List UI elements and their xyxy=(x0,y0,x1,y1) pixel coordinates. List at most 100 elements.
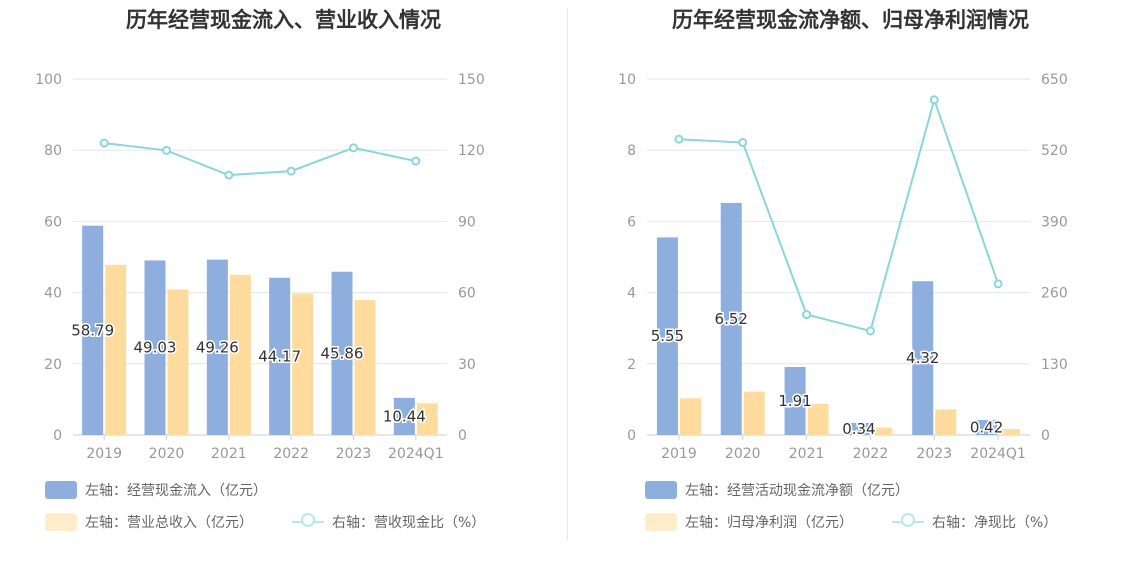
bar xyxy=(999,428,1021,435)
legend-swatch xyxy=(45,513,77,531)
x-tick-label: 2023 xyxy=(336,446,372,462)
legend-label: 右轴：营收现金比（%） xyxy=(332,515,486,531)
legend-item-line[interactable]: 右轴：营收现金比（%） xyxy=(292,512,485,532)
legend-item-bar2[interactable]: 左轴：营业总收入（亿元） xyxy=(45,512,253,532)
left-tick-label: 6 xyxy=(627,214,636,230)
legend-item-bar1[interactable]: 左轴：经营现金流入（亿元） xyxy=(45,480,267,500)
data-label: 10.44 xyxy=(383,407,426,425)
line-point xyxy=(993,279,1003,289)
bar xyxy=(393,397,415,435)
right-tick-label: 650 xyxy=(1041,72,1068,88)
line-point xyxy=(162,145,171,155)
x-tick-label: 2023 xyxy=(916,446,952,462)
left-tick-label: 2 xyxy=(627,357,636,373)
panel-divider xyxy=(567,8,568,540)
bar xyxy=(720,202,742,435)
right-tick-label: 520 xyxy=(1041,143,1068,159)
legend-label: 左轴：经营现金流入（亿元） xyxy=(85,483,267,499)
bar xyxy=(871,427,893,435)
left-tick-label: 0 xyxy=(53,428,62,444)
chart-title: 历年经营现金流净额、归母净利润情况 xyxy=(672,8,1029,32)
legend-line-swatch xyxy=(292,513,324,531)
x-tick-label: 2021 xyxy=(789,446,825,462)
data-label: 1.91 xyxy=(778,392,811,410)
legend-item-bar2[interactable]: 左轴：归母净利润（亿元） xyxy=(645,512,853,532)
x-tick-label: 2024Q1 xyxy=(970,446,1026,462)
x-tick-label: 2020 xyxy=(149,446,185,462)
legend-label: 左轴：经营活动现金流净额（亿元） xyxy=(685,483,909,499)
line-point xyxy=(802,310,812,320)
left-tick-label: 100 xyxy=(35,72,62,88)
chart-panel-right: 历年经营现金流净额、归母净利润情况 0 2 4 6 8 10 0 130 260 390 520 65… xyxy=(567,0,1134,582)
x-tick-label: 2022 xyxy=(273,446,309,462)
data-label: 0.34 xyxy=(842,420,875,438)
left-tick-label: 80 xyxy=(44,143,62,159)
line-point xyxy=(99,138,109,148)
line-point xyxy=(865,326,875,336)
bar xyxy=(206,259,228,435)
legend-label: 左轴：营业总收入（亿元） xyxy=(85,515,253,531)
chart-plot-area: 0 2 4 6 8 10 0 130 260 390 520 650 2019 2020 2021 2022 2… xyxy=(618,72,1068,462)
bar xyxy=(269,277,291,435)
right-tick-label: 30 xyxy=(458,357,476,373)
right-tick-label: 90 xyxy=(458,214,476,230)
right-tick-label: 120 xyxy=(458,143,485,159)
bar xyxy=(292,293,314,435)
bar xyxy=(82,225,104,435)
bar xyxy=(144,260,166,435)
legend-line-swatch xyxy=(892,513,924,531)
line-point xyxy=(349,143,358,153)
data-label: 44.17 xyxy=(258,347,301,365)
data-label: 6.52 xyxy=(715,310,748,328)
data-label: 49.03 xyxy=(134,339,177,357)
left-tick-label: 10 xyxy=(618,72,636,88)
legend-swatch xyxy=(645,513,677,531)
bar xyxy=(848,422,870,435)
line-point xyxy=(286,166,296,176)
x-tick-label: 2019 xyxy=(661,446,697,462)
bar xyxy=(784,367,806,435)
x-tick-label: 2020 xyxy=(725,446,761,462)
line-point xyxy=(224,170,234,180)
right-tick-label: 60 xyxy=(458,286,476,302)
data-label: 49.26 xyxy=(196,338,239,356)
x-tick-label: 2021 xyxy=(211,446,247,462)
data-label: 4.32 xyxy=(906,349,939,367)
left-tick-label: 8 xyxy=(627,143,636,159)
bar xyxy=(935,409,957,435)
bar xyxy=(743,391,765,435)
legend-item-bar1[interactable]: 左轴：经营活动现金流净额（亿元） xyxy=(645,480,909,500)
bar xyxy=(354,300,376,435)
right-tick-label: 0 xyxy=(1041,428,1050,444)
x-tick-label: 2022 xyxy=(853,446,889,462)
line-point xyxy=(411,156,421,166)
data-label: 5.55 xyxy=(651,327,684,345)
data-label: 45.86 xyxy=(321,344,364,362)
chart-panel-left: 历年经营现金流入、营业收入情况 0 20 40 60 80 100 0 30 60 90 120 15… xyxy=(35,8,485,532)
line-point xyxy=(929,95,939,105)
line-point xyxy=(674,134,684,144)
bar xyxy=(331,271,353,435)
bar xyxy=(416,403,438,435)
bar xyxy=(679,398,701,435)
legend-swatch xyxy=(645,481,677,499)
data-label: 58.79 xyxy=(71,321,114,339)
chart-title: 历年经营现金流入、营业收入情况 xyxy=(126,8,441,32)
bar xyxy=(656,237,678,435)
legend-label: 右轴：净现比（%） xyxy=(932,515,1058,531)
right-tick-label: 0 xyxy=(458,428,467,444)
line-series xyxy=(104,142,417,177)
left-tick-label: 4 xyxy=(627,286,636,302)
line-point xyxy=(738,138,748,148)
left-tick-label: 60 xyxy=(44,214,62,230)
left-tick-label: 20 xyxy=(44,357,62,373)
legend-swatch xyxy=(45,481,77,499)
left-tick-label: 40 xyxy=(44,286,62,302)
line-series xyxy=(678,96,1000,333)
left-tick-label: 0 xyxy=(627,428,636,444)
bar xyxy=(976,420,998,435)
legend-item-line[interactable]: 右轴：净现比（%） xyxy=(892,512,1057,532)
right-tick-label: 260 xyxy=(1041,286,1068,302)
bar xyxy=(912,281,934,435)
x-tick-label: 2019 xyxy=(86,446,122,462)
